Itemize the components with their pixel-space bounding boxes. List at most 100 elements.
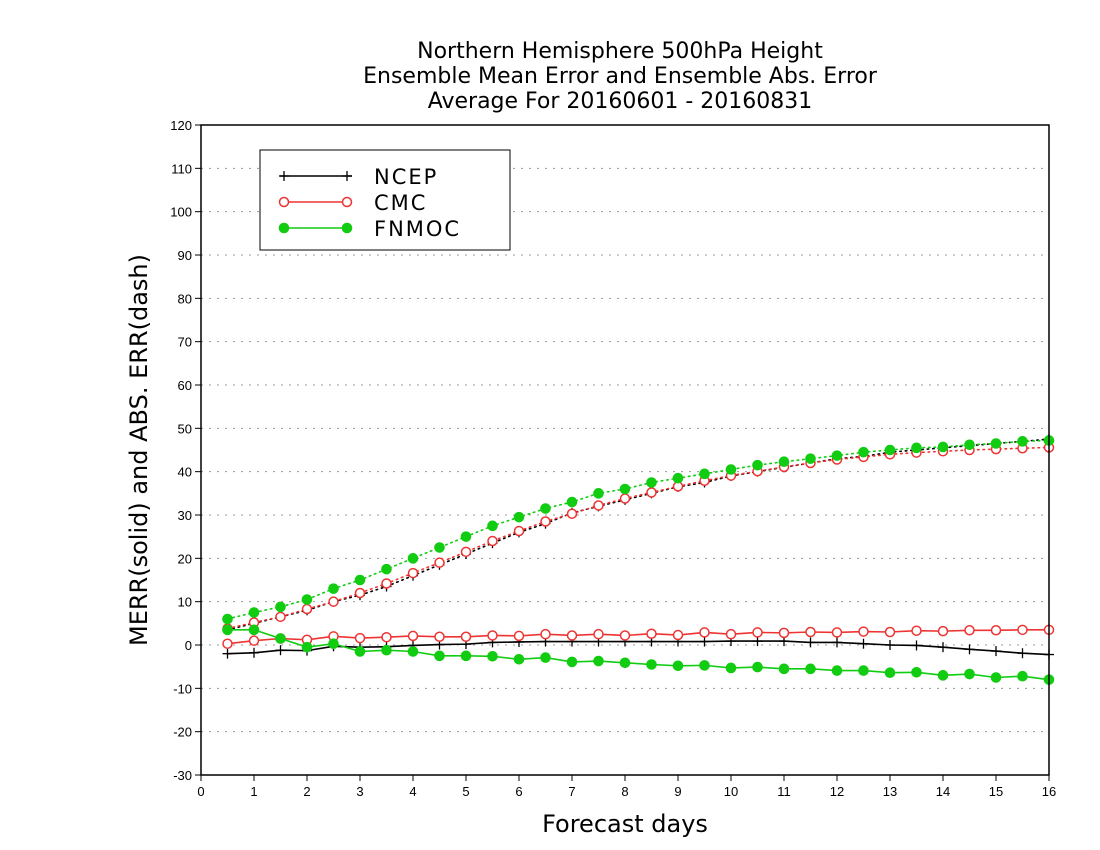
fnmoc-merr-point: [778, 663, 790, 675]
fnmoc-merr-point: [619, 657, 631, 669]
fnmoc-merr-point: [646, 659, 657, 670]
cmc-merr-point: [725, 628, 737, 640]
x-tick-label: 14: [936, 784, 950, 799]
cmc-merr-point: [752, 627, 763, 638]
fnmoc-abs-err-point: [460, 531, 472, 542]
x-tick-label: 8: [621, 784, 628, 799]
cmc-merr-point: [1017, 624, 1028, 636]
y-tick-label: -20: [173, 725, 192, 740]
fnmoc-merr-point: [937, 670, 949, 681]
ncep-abs-err-line: [226, 438, 1050, 631]
x-tick-label: 3: [356, 784, 363, 799]
cmc-abs-err-point: [540, 516, 551, 527]
ncep-merr-point: [222, 648, 233, 659]
fnmoc-merr-point: [990, 672, 1002, 683]
cmc-merr-point: [354, 632, 366, 644]
legend-marker-fnmoc: [341, 222, 353, 234]
fnmoc-abs-err-point: [937, 441, 949, 453]
cmc-merr-point: [672, 629, 684, 641]
cmc-abs-err-point: [275, 611, 286, 623]
cmc-merr-point: [699, 627, 710, 638]
fnmoc-abs-err-line: [226, 439, 1050, 620]
fnmoc-merr-point: [460, 650, 472, 662]
series-group: [222, 434, 1055, 685]
cmc-merr-point: [911, 625, 922, 636]
fnmoc-abs-err-point: [407, 553, 419, 564]
cmc-merr-point: [381, 631, 392, 643]
fnmoc-abs-err-point: [1017, 436, 1028, 447]
fnmoc-merr-point: [248, 624, 260, 636]
y-tick-label: 90: [178, 248, 192, 263]
fnmoc-abs-err-point: [222, 613, 233, 625]
fnmoc-merr-point: [328, 638, 339, 650]
y-tick-label: -10: [173, 681, 192, 696]
cmc-abs-err-point: [434, 557, 445, 568]
title-line-3: Average For 20160601 - 20160831: [428, 89, 813, 114]
cmc-abs-err-point: [328, 596, 339, 607]
x-tick-label: 10: [724, 784, 738, 799]
cmc-merr-point: [619, 630, 631, 641]
ncep-merr-point: [1017, 648, 1028, 659]
fnmoc-abs-err-point: [619, 483, 631, 495]
ncep-merr-point: [964, 644, 975, 655]
y-axis-label: MERR(solid) and ABS. ERR(dash): [125, 254, 153, 646]
fnmoc-abs-err-point: [884, 444, 896, 456]
y-tick-label: 0: [185, 638, 192, 653]
cmc-abs-err-point: [513, 525, 525, 537]
fnmoc-abs-err-point: [858, 446, 869, 458]
fnmoc-abs-err-point: [540, 503, 551, 514]
fnmoc-abs-err-point: [248, 607, 260, 618]
cmc-merr-point: [964, 625, 975, 636]
legend-marker-cmc: [341, 196, 353, 208]
cmc-merr-point: [222, 638, 233, 649]
cmc-merr-point: [831, 627, 843, 638]
ncep-merr-point: [249, 647, 259, 658]
x-axis-label: Forecast days: [542, 810, 708, 838]
legend-label-ncep: NCEP: [374, 165, 438, 189]
fnmoc-abs-err-point: [831, 450, 843, 461]
fnmoc-merr-point: [1017, 670, 1028, 682]
x-tick-label: 6: [515, 784, 522, 799]
y-tick-label: 10: [178, 595, 192, 610]
title-line-1: Northern Hemisphere 500hPa Height: [417, 39, 823, 64]
fnmoc-merr-point: [831, 665, 843, 676]
fnmoc-abs-err-point: [566, 496, 578, 508]
ncep-merr-point: [858, 638, 869, 649]
cmc-merr-point: [937, 625, 949, 637]
fnmoc-abs-err-point: [328, 583, 339, 594]
cmc-merr-point: [407, 630, 419, 642]
cmc-merr-point: [540, 628, 551, 640]
cmc-abs-err-point: [407, 567, 419, 579]
y-tick-label: 80: [178, 291, 192, 306]
series-ncep: [222, 434, 1054, 660]
fnmoc-abs-err-point: [911, 442, 922, 454]
fnmoc-merr-point: [407, 646, 419, 657]
legend-marker-ncep: [342, 171, 352, 181]
x-tick-label: 9: [674, 784, 681, 799]
fnmoc-merr-point: [672, 660, 684, 672]
cmc-merr-point: [990, 625, 1002, 636]
cmc-abs-err-point: [354, 587, 366, 599]
cmc-abs-err-point: [646, 487, 657, 498]
fnmoc-abs-err-point: [778, 456, 790, 468]
fnmoc-merr-point: [301, 641, 313, 653]
y-tick-label: 40: [178, 465, 192, 480]
fnmoc-abs-err-point: [593, 488, 604, 499]
cmc-abs-err-point: [619, 493, 631, 504]
cmc-merr-point: [805, 626, 816, 638]
fnmoc-merr-point: [222, 624, 233, 636]
fnmoc-abs-err-point: [964, 439, 975, 451]
fnmoc-abs-err-point: [805, 453, 816, 464]
y-tick-label: -30: [173, 768, 192, 783]
ncep-merr-point: [805, 637, 816, 648]
fnmoc-abs-err-point: [725, 464, 737, 475]
cmc-abs-err-point: [487, 535, 498, 547]
fnmoc-merr-point: [434, 650, 445, 662]
y-tick-label: 100: [170, 205, 192, 220]
y-tick-label: 110: [171, 161, 192, 176]
plot-frame: [200, 124, 1050, 776]
cmc-merr-point: [460, 631, 472, 643]
x-tick-label: 12: [830, 784, 844, 799]
cmc-merr-point: [858, 626, 869, 637]
